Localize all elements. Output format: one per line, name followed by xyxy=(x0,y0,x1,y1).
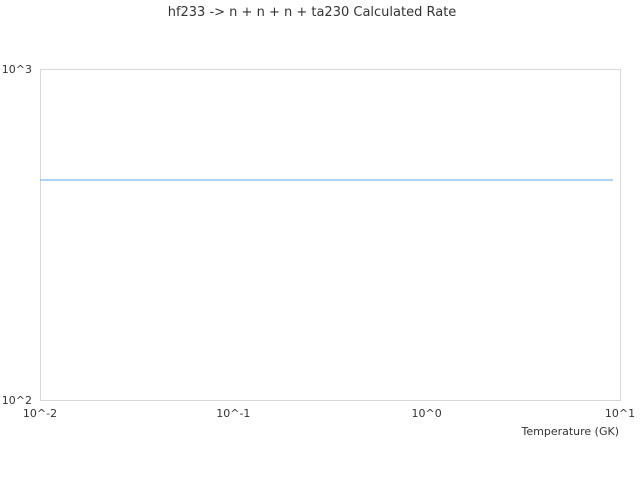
x-tick-label: 10^0 xyxy=(412,407,442,420)
x-tick-label: 10^-2 xyxy=(23,407,57,420)
x-axis-label: Temperature (GK) xyxy=(521,425,620,438)
x-tick-label: 10^-1 xyxy=(216,407,250,420)
y-tick-label: 10^3 xyxy=(2,63,32,76)
plot-area xyxy=(40,69,621,401)
y-tick-label: 10^2 xyxy=(2,394,32,407)
x-tick-label: 10^1 xyxy=(605,407,635,420)
chart-title: hf233 -> n + n + n + ta230 Calculated Ra… xyxy=(168,5,457,20)
